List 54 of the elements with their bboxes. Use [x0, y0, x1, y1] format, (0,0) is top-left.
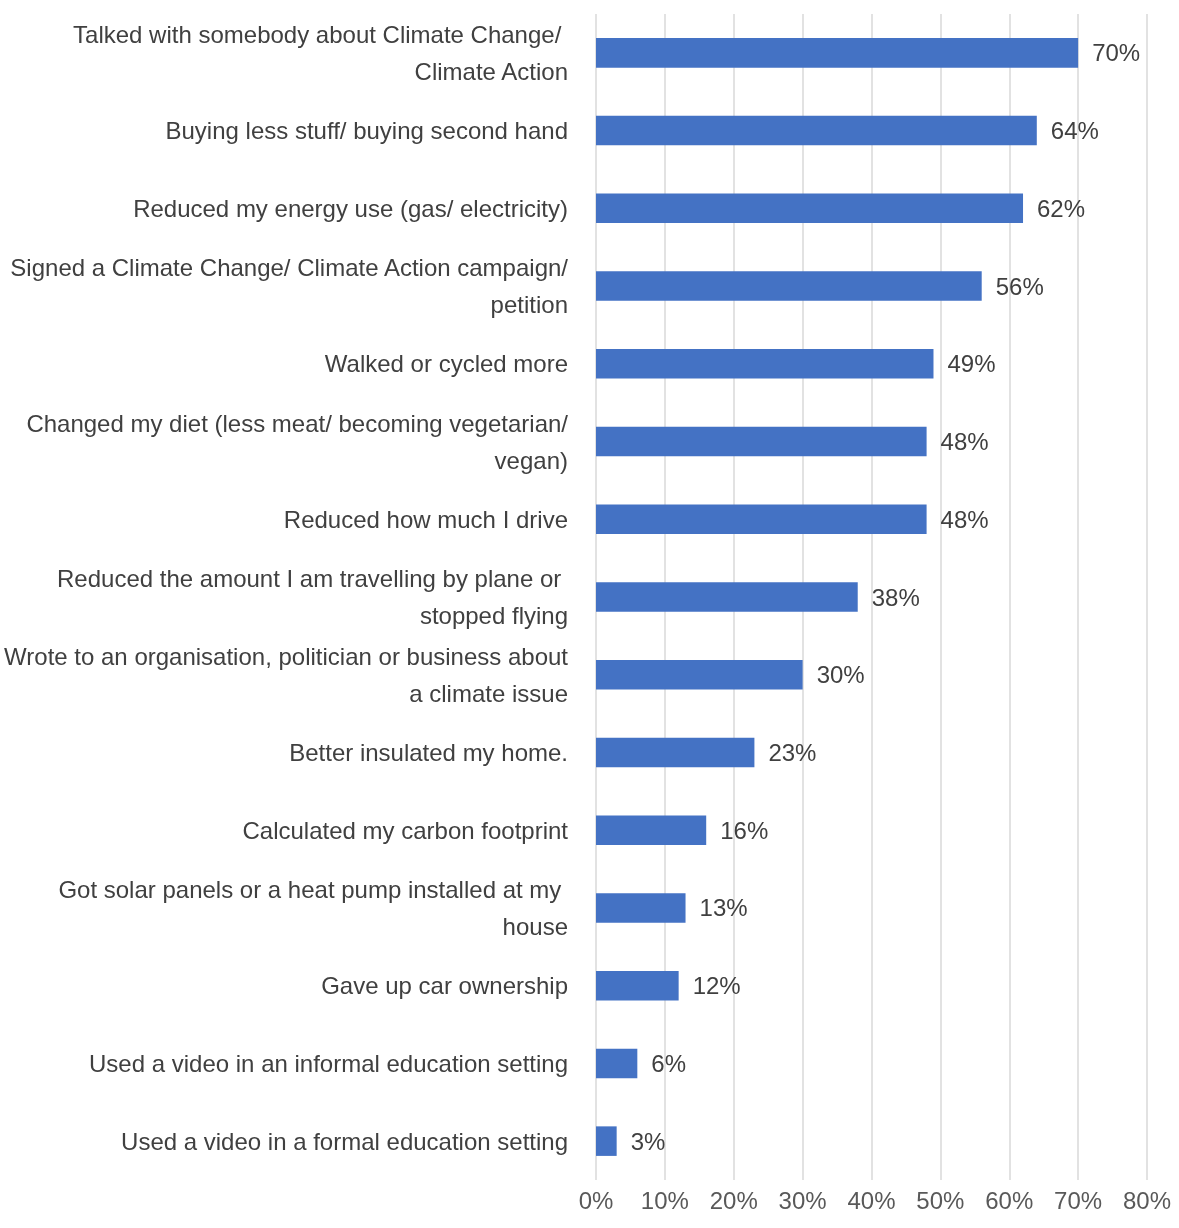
- bar: [596, 815, 707, 845]
- y-tick-label: Changed my diet (less meat/ becoming vegetarian/vegan): [26, 409, 569, 474]
- bar: [596, 737, 755, 768]
- data-label: 48%: [940, 505, 989, 533]
- bar: [596, 193, 1024, 224]
- bar: [596, 893, 686, 923]
- y-tick-label: Gave up car ownership: [321, 972, 568, 1000]
- x-tick-label: 40%: [847, 1186, 896, 1214]
- y-tick-label: Reduced the amount I am travelling by plane or stopped flying: [57, 565, 568, 629]
- data-label: 38%: [871, 583, 920, 611]
- data-label: 56%: [995, 272, 1044, 300]
- y-tick-label: Better insulated my home.: [289, 738, 568, 766]
- data-label: 62%: [1037, 194, 1086, 222]
- y-tick-label: Used a video in an informal education setting: [89, 1049, 568, 1077]
- y-tick-label: Wrote to an organisation, politician or business about a climate issue: [4, 642, 569, 707]
- x-tick-label: 0%: [578, 1186, 614, 1214]
- y-tick-label: Reduced how much I drive: [283, 505, 568, 533]
- y-tick-label: Buying less stuff/ buying second hand: [165, 117, 568, 145]
- data-label: 48%: [940, 428, 989, 456]
- y-tick-label: Reduced my energy use (gas/ electricity): [133, 194, 568, 222]
- bar: [596, 271, 982, 301]
- bar: [596, 970, 679, 1001]
- data-label: 12%: [692, 972, 741, 1000]
- x-tick-label: 80%: [1122, 1186, 1172, 1214]
- x-tick-label: 20%: [709, 1186, 758, 1214]
- bar: [596, 349, 934, 379]
- bar: [596, 426, 927, 457]
- y-tick-label: Calculated my carbon footprint: [242, 816, 569, 844]
- x-tick-label: 70%: [1054, 1186, 1103, 1214]
- x-tick-label: 30%: [778, 1186, 827, 1214]
- bar: [596, 1126, 617, 1156]
- bar: [596, 504, 927, 535]
- bar: [596, 115, 1037, 146]
- data-label: 30%: [816, 661, 865, 689]
- data-label: 3%: [630, 1127, 666, 1155]
- data-label: 64%: [1050, 117, 1099, 145]
- y-tick-label: Signed a Climate Change/ Climate Action campaign/ petition: [10, 254, 569, 319]
- data-label: 6%: [651, 1049, 687, 1077]
- y-tick-label: Got solar panels or a heat pump installed at my house: [58, 875, 568, 940]
- data-label: 13%: [699, 894, 748, 922]
- data-label: 16%: [720, 816, 769, 844]
- y-tick-label: Walked or cycled more: [324, 350, 568, 378]
- x-tick-label: 10%: [640, 1186, 689, 1214]
- data-label: 70%: [1092, 39, 1141, 67]
- data-label: 49%: [947, 350, 996, 378]
- y-tick-label: Talked with somebody about Climate Change/ Climate Action: [73, 20, 568, 85]
- bar: [596, 38, 1079, 68]
- y-tick-label: Used a video in a formal education setting: [121, 1127, 568, 1155]
- x-tick-label: 60%: [985, 1186, 1034, 1214]
- x-tick-label: 50%: [916, 1186, 965, 1214]
- data-label: 23%: [768, 738, 817, 766]
- bar: [596, 582, 858, 612]
- bar: [596, 659, 803, 690]
- bar: [596, 1048, 638, 1079]
